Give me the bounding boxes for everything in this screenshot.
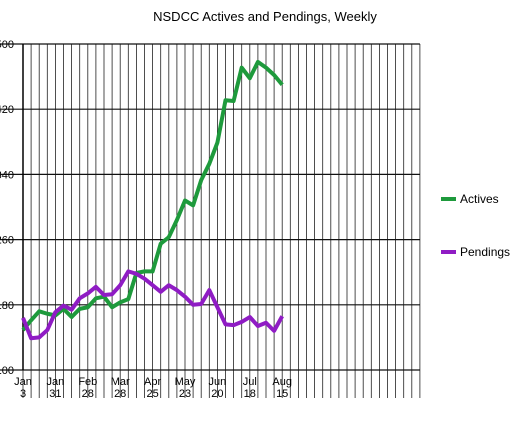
series-line (21, 59, 284, 332)
y-tick-label: 340 (0, 169, 14, 181)
x-tick-label: Apr 25 (144, 376, 161, 400)
legend-label: Pendings (460, 245, 510, 259)
x-tick-label: Jun 20 (209, 376, 227, 400)
x-tick-label: May 23 (175, 376, 196, 400)
x-tick-label: Mar 28 (111, 376, 130, 400)
y-tick-label: 420 (0, 104, 14, 116)
chart-title: NSDCC Actives and Pendings, Weekly (153, 9, 377, 24)
series-line (21, 269, 284, 341)
x-tick-label: Jan 31 (47, 376, 65, 400)
y-tick-label: 100 (0, 365, 14, 377)
x-tick-label: Jan 3 (14, 376, 32, 400)
x-tick-label: Jul 18 (243, 376, 257, 400)
y-tick-label: 260 (0, 235, 14, 247)
x-tick-label: Feb 28 (78, 376, 97, 400)
y-tick-label: 500 (0, 39, 14, 51)
x-tick-label: Aug 15 (272, 376, 292, 400)
legend-label: Actives (460, 192, 499, 206)
y-tick-label: 180 (0, 300, 14, 312)
